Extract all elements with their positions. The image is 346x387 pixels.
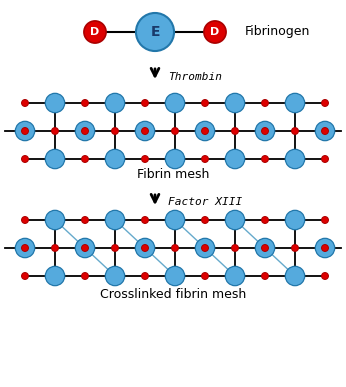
- Circle shape: [165, 266, 185, 286]
- Text: Fibrin mesh: Fibrin mesh: [137, 168, 209, 182]
- Circle shape: [321, 245, 328, 252]
- Circle shape: [255, 238, 275, 258]
- Circle shape: [135, 121, 155, 141]
- Circle shape: [321, 156, 328, 163]
- Circle shape: [135, 238, 155, 258]
- Circle shape: [321, 128, 328, 134]
- Circle shape: [262, 272, 268, 279]
- Circle shape: [105, 149, 125, 169]
- Circle shape: [285, 210, 305, 230]
- Circle shape: [315, 121, 335, 141]
- Circle shape: [75, 238, 95, 258]
- Circle shape: [82, 272, 89, 279]
- Text: Thrombin: Thrombin: [168, 72, 222, 82]
- Circle shape: [82, 156, 89, 163]
- Circle shape: [225, 149, 245, 169]
- Text: D: D: [90, 27, 100, 37]
- Circle shape: [105, 93, 125, 113]
- Circle shape: [201, 99, 208, 106]
- Circle shape: [225, 210, 245, 230]
- Circle shape: [45, 93, 65, 113]
- Circle shape: [195, 121, 215, 141]
- Circle shape: [21, 272, 28, 279]
- Circle shape: [15, 238, 35, 258]
- Circle shape: [105, 210, 125, 230]
- Circle shape: [231, 128, 238, 134]
- Circle shape: [142, 99, 148, 106]
- Circle shape: [195, 238, 215, 258]
- Circle shape: [15, 121, 35, 141]
- Circle shape: [105, 266, 125, 286]
- Circle shape: [201, 272, 208, 279]
- Circle shape: [231, 245, 238, 252]
- Circle shape: [52, 245, 58, 252]
- Text: Fibrinogen: Fibrinogen: [245, 26, 310, 38]
- Circle shape: [172, 128, 179, 134]
- Circle shape: [201, 128, 208, 134]
- Circle shape: [82, 245, 89, 252]
- Text: Crosslinked fibrin mesh: Crosslinked fibrin mesh: [100, 288, 246, 301]
- Circle shape: [142, 272, 148, 279]
- Circle shape: [21, 245, 28, 252]
- Circle shape: [225, 93, 245, 113]
- Circle shape: [262, 217, 268, 223]
- Circle shape: [285, 149, 305, 169]
- Circle shape: [75, 121, 95, 141]
- Circle shape: [111, 128, 118, 134]
- Circle shape: [292, 128, 299, 134]
- Circle shape: [21, 217, 28, 223]
- Circle shape: [111, 245, 118, 252]
- Circle shape: [82, 217, 89, 223]
- Circle shape: [262, 128, 268, 134]
- Circle shape: [142, 217, 148, 223]
- Circle shape: [136, 13, 174, 51]
- Circle shape: [262, 156, 268, 163]
- Circle shape: [82, 128, 89, 134]
- Circle shape: [321, 272, 328, 279]
- Circle shape: [262, 99, 268, 106]
- Circle shape: [285, 266, 305, 286]
- Circle shape: [225, 266, 245, 286]
- Circle shape: [165, 210, 185, 230]
- Circle shape: [45, 149, 65, 169]
- Circle shape: [142, 245, 148, 252]
- Circle shape: [165, 149, 185, 169]
- Circle shape: [165, 93, 185, 113]
- Circle shape: [204, 21, 226, 43]
- Circle shape: [315, 238, 335, 258]
- Circle shape: [45, 266, 65, 286]
- Circle shape: [172, 245, 179, 252]
- Text: E: E: [150, 25, 160, 39]
- Circle shape: [142, 156, 148, 163]
- Circle shape: [21, 99, 28, 106]
- Circle shape: [321, 217, 328, 223]
- Circle shape: [262, 245, 268, 252]
- Circle shape: [52, 128, 58, 134]
- Circle shape: [45, 210, 65, 230]
- Circle shape: [201, 245, 208, 252]
- Circle shape: [201, 156, 208, 163]
- Circle shape: [21, 128, 28, 134]
- Circle shape: [82, 99, 89, 106]
- Text: D: D: [210, 27, 220, 37]
- Circle shape: [201, 217, 208, 223]
- Circle shape: [21, 156, 28, 163]
- Circle shape: [142, 128, 148, 134]
- Circle shape: [285, 93, 305, 113]
- Circle shape: [255, 121, 275, 141]
- Circle shape: [292, 245, 299, 252]
- Text: Factor XIII: Factor XIII: [168, 197, 242, 207]
- Circle shape: [321, 99, 328, 106]
- Circle shape: [84, 21, 106, 43]
